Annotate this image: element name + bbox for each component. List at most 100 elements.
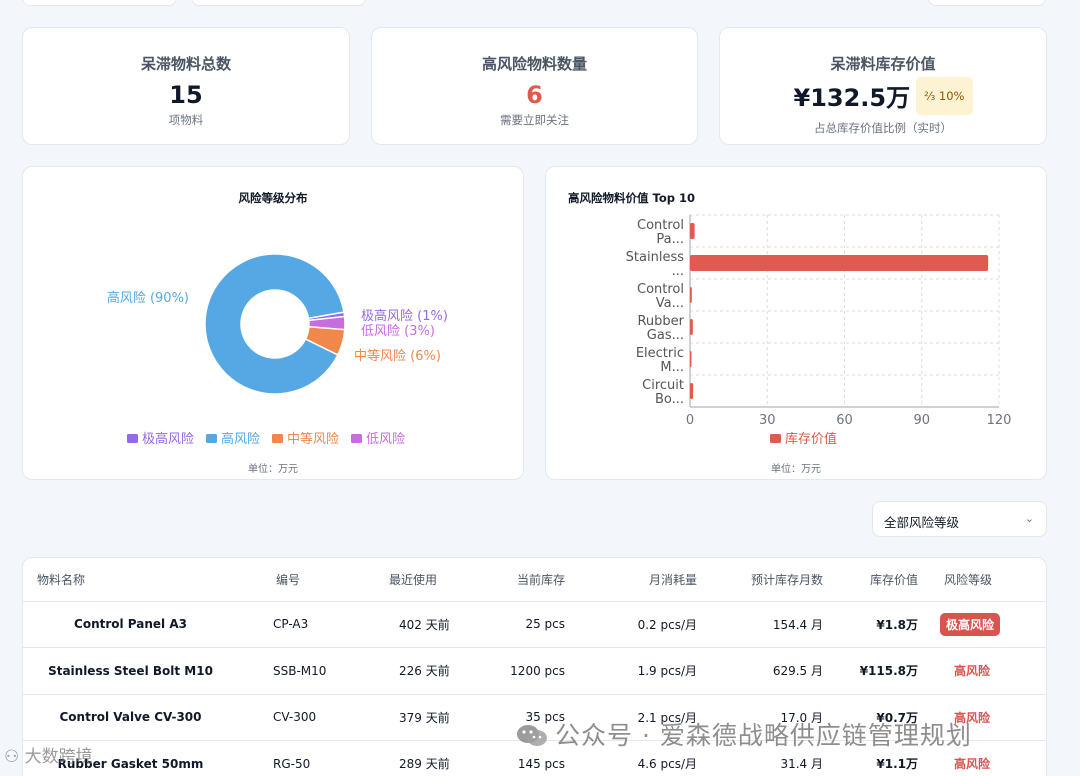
y-tick-label: M... <box>660 360 684 375</box>
table-body: Control Panel A3 CP-A3 402 天前 25 pcs 0.2 pcs… <box>23 601 1046 776</box>
stat-card-high-risk: 高风险物料数量 6 需要立即关注 <box>371 27 698 145</box>
wechat-icon <box>515 723 549 747</box>
cell-text: ¥1.8万 <box>876 617 918 632</box>
bar[interactable] <box>690 287 692 303</box>
stat-title: 呆滞物料总数 <box>140 55 231 73</box>
cell-text: RG-50 <box>273 756 311 771</box>
y-tick-label: Electric <box>636 346 684 361</box>
legend-swatch[interactable] <box>272 434 283 443</box>
table-row[interactable]: Control Panel A3 CP-A3 402 天前 25 pcs 0.2 pcs… <box>23 601 1046 648</box>
col-header-risk: 风险等级 <box>918 558 1046 602</box>
cell-last: 226 天前 <box>363 647 463 695</box>
watermark-text: 公众号 · 爱森德战略供应链管理规划 <box>555 721 972 750</box>
bar[interactable] <box>690 255 989 271</box>
cell-name: Stainless Steel Bolt M10 <box>23 647 238 695</box>
risk-badge: 高风险 <box>954 664 991 679</box>
cell-text: 0.2 pcs/月 <box>637 617 697 632</box>
table-row[interactable]: Control Valve CV-300 CV-300 379 天前 35 pcs 2.… <box>23 694 1046 741</box>
cell-text: ¥1.1万 <box>876 757 918 772</box>
cell-text: 402 天前 <box>399 617 450 632</box>
risk-badge: 高风险 <box>954 710 991 725</box>
stat-value-row: ¥132.5万 ⅔ 10% <box>720 77 1046 118</box>
legend-swatch[interactable] <box>127 434 138 443</box>
cell-code: CV-300 <box>238 694 363 741</box>
cell-months: 154.4 月 <box>697 601 823 648</box>
chevron-down-icon: ⌄ <box>1024 512 1034 525</box>
y-tick-label: ... <box>672 264 684 279</box>
cell-last: 289 天前 <box>363 740 463 776</box>
cell-text: 629.5 月 <box>772 664 823 679</box>
cell-text: 31.4 月 <box>780 757 823 772</box>
y-tick-label: Pa... <box>656 232 684 247</box>
x-tick-label: 90 <box>913 413 930 428</box>
cell-risk: 高风险 <box>918 740 1046 776</box>
cell-text: SSB-M10 <box>273 663 327 678</box>
cell-months: 31.4 月 <box>697 740 823 776</box>
stat-subtitle: 占总库存价值比例（实时） <box>814 121 952 135</box>
cell-code: SSB-M10 <box>238 647 363 695</box>
corner-logo-icon: ⚇ <box>4 747 25 767</box>
top-control-fragment <box>191 0 366 6</box>
cell-text: 379 天前 <box>399 710 450 725</box>
cell-text: CV-300 <box>273 710 317 725</box>
risk-badge: 高风险 <box>954 757 991 772</box>
legend-swatch[interactable] <box>770 434 781 443</box>
cell-stock: 145 pcs <box>463 740 565 776</box>
stat-subtitle: 需要立即关注 <box>500 113 569 127</box>
watermark: 公众号 · 爱森德战略供应链管理规划 <box>515 716 972 752</box>
risk-badge: 极高风险 <box>940 612 1001 636</box>
cell-text: 1.9 pcs/月 <box>637 664 697 679</box>
slice-label: 极高风险 (1%) <box>361 308 448 324</box>
legend-item[interactable]: 高风险 <box>221 431 260 447</box>
bar[interactable] <box>690 383 694 399</box>
col-header-name: 物料名称 <box>23 558 238 602</box>
bar[interactable] <box>690 351 692 367</box>
table-row[interactable]: Rubber Gasket 50mm RG-50 289 天前 145 pcs 4.6 … <box>23 740 1046 776</box>
cell-months: 629.5 月 <box>697 647 823 695</box>
chart-unit: 单位：万元 <box>771 464 821 475</box>
y-tick-label: Circuit <box>642 378 684 393</box>
cell-text: 289 天前 <box>399 757 450 772</box>
cell-code: CP-A3 <box>238 601 363 648</box>
cell-last: 379 天前 <box>363 694 463 741</box>
donut-slice-1 <box>204 253 345 395</box>
cell-stock: 25 pcs <box>463 601 565 648</box>
legend-item[interactable]: 库存价值 <box>785 431 837 447</box>
cell-stock: 1200 pcs <box>463 647 565 695</box>
slice-label: 低风险 (3%) <box>361 324 435 339</box>
cell-name: Control Panel A3 <box>23 601 238 648</box>
col-header-code: 编号 <box>238 558 363 602</box>
bar[interactable] <box>690 223 695 239</box>
cell-text: 17.0 月 <box>780 710 823 725</box>
cell-text: ¥0.7万 <box>876 710 918 725</box>
top10-value-card: 高风险物料价值 Top 10 0 30 60 90 120 Control Pa... Sta… <box>545 166 1047 480</box>
cell-monthly: 2.1 pcs/月 <box>565 694 697 741</box>
legend-item[interactable]: 极高风险 <box>142 431 194 447</box>
corner-watermark: ⚇ 大数跨境 <box>4 742 93 767</box>
legend-item[interactable]: 低风险 <box>366 432 405 447</box>
risk-distribution-card: 风险等级分布 极高风险 (1%) 高风险 (90%) 中等风险 (6%) 低风险 (3… <box>22 166 524 480</box>
bar[interactable] <box>690 319 693 335</box>
stat-subtitle: 项物料 <box>168 113 204 127</box>
corner-watermark-text: 大数跨境 <box>24 747 93 767</box>
chart-title: 风险等级分布 <box>238 191 308 205</box>
cell-text: 2.1 pcs/月 <box>637 710 697 725</box>
legend-swatch[interactable] <box>351 434 362 443</box>
cell-text: Control Panel A3 <box>74 617 187 632</box>
cell-text: Stainless Steel Bolt M10 <box>48 663 213 678</box>
cell-risk: 高风险 <box>918 694 1046 741</box>
cell-name: Control Valve CV-300 <box>23 694 238 741</box>
cell-monthly: 4.6 pcs/月 <box>565 740 697 776</box>
bar-chart: 0 30 60 90 120ControlPa...Stainless...Contro… <box>626 214 1011 447</box>
top-control-fragment <box>22 0 177 6</box>
cell-code: RG-50 <box>238 740 363 776</box>
inventory-table: 物料名称 编号 最近使用 当前库存 月消耗量 预计库存月数 库存价值 风险等级 … <box>23 558 1046 776</box>
cell-monthly: 1.9 pcs/月 <box>565 647 697 695</box>
legend-swatch[interactable] <box>206 434 217 443</box>
table-row[interactable]: Stainless Steel Bolt M10 SSB-M10 226 天前 120… <box>23 647 1046 695</box>
select-value: 全部风险等级 <box>884 515 960 530</box>
cell-text: 145 pcs <box>517 756 565 771</box>
risk-level-select[interactable]: 全部风险等级 ⌄ <box>872 501 1047 537</box>
legend-item[interactable]: 中等风险 <box>287 431 339 447</box>
cell-value: ¥1.1万 <box>823 740 918 776</box>
